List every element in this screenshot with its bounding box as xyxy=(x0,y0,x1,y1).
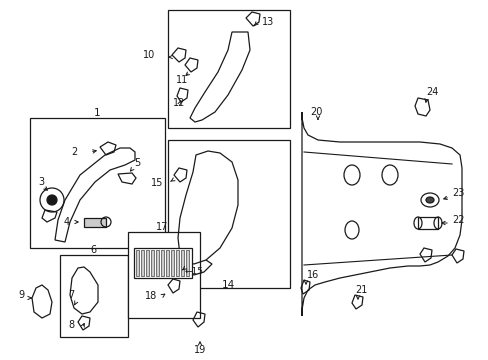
Circle shape xyxy=(47,195,57,205)
Bar xyxy=(171,250,174,276)
Bar xyxy=(151,250,154,276)
Text: 16: 16 xyxy=(306,270,319,280)
Bar xyxy=(146,250,149,276)
Bar xyxy=(60,255,128,337)
Bar xyxy=(168,140,289,288)
Text: 6: 6 xyxy=(90,245,96,255)
Text: 7: 7 xyxy=(68,290,74,300)
Bar xyxy=(168,10,289,128)
Bar xyxy=(176,250,179,276)
Bar xyxy=(141,250,143,276)
Text: 23: 23 xyxy=(451,188,464,198)
Bar xyxy=(417,217,437,229)
Bar xyxy=(128,232,200,318)
Bar xyxy=(136,250,139,276)
Text: 10: 10 xyxy=(142,50,155,60)
Bar xyxy=(181,250,183,276)
Text: 24: 24 xyxy=(425,87,437,97)
Text: 13: 13 xyxy=(262,17,274,27)
Text: 5: 5 xyxy=(134,158,140,168)
Bar xyxy=(30,118,164,248)
Text: 18: 18 xyxy=(145,291,157,301)
Text: 21: 21 xyxy=(354,285,366,295)
Text: 8: 8 xyxy=(68,320,74,330)
Bar xyxy=(134,248,192,278)
Text: 22: 22 xyxy=(451,215,464,225)
Bar xyxy=(161,250,163,276)
Text: 15: 15 xyxy=(150,178,163,188)
Text: 14: 14 xyxy=(221,280,234,290)
Bar xyxy=(84,218,106,227)
Ellipse shape xyxy=(425,197,433,203)
Bar xyxy=(165,250,169,276)
Text: 19: 19 xyxy=(193,345,206,355)
Text: 9: 9 xyxy=(18,290,24,300)
Bar xyxy=(185,250,189,276)
Text: 2: 2 xyxy=(71,147,77,157)
Bar xyxy=(156,250,159,276)
Text: 4: 4 xyxy=(64,217,70,227)
Text: 12: 12 xyxy=(173,98,185,108)
Text: 20: 20 xyxy=(309,107,322,117)
Text: ←15: ←15 xyxy=(184,267,203,276)
Text: 3: 3 xyxy=(38,177,44,187)
Text: 17: 17 xyxy=(156,222,168,232)
Text: 11: 11 xyxy=(176,75,188,85)
Text: 1: 1 xyxy=(94,108,100,118)
